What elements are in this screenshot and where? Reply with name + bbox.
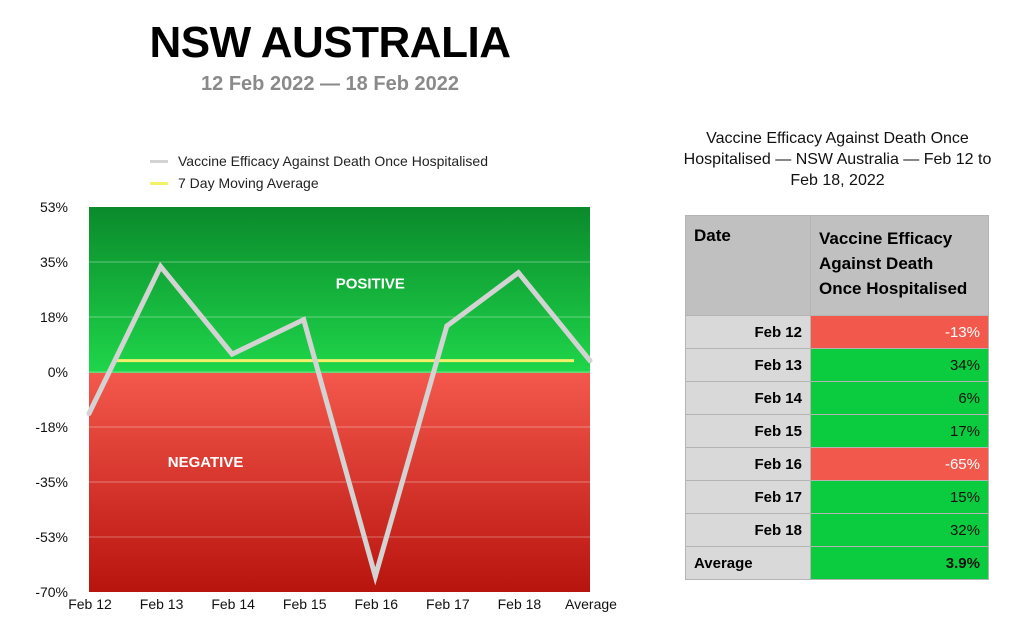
table-row: Feb 15 17% [685,414,989,448]
cell-efficacy: 34% [810,348,989,382]
legend-swatch-efficacy [150,159,168,163]
x-tick-label: Feb 17 [426,596,470,612]
efficacy-point [229,351,235,357]
x-tick-label: Feb 12 [68,596,112,612]
column-header-date: Date [685,215,811,316]
cell-date: Feb 12 [685,315,811,349]
y-tick-label: -35% [35,474,68,490]
efficacy-table: Date Vaccine Efficacy Against Death Once… [685,215,989,580]
cell-efficacy: 3.9% [810,546,989,580]
table-title: Vaccine Efficacy Against Death Once Hosp… [680,128,995,191]
y-tick-label: 53% [40,199,68,215]
efficacy-point [86,411,92,417]
table-row: Feb 17 15% [685,480,989,514]
cell-efficacy: 15% [810,480,989,514]
y-tick-label: -18% [35,419,68,435]
table-row-average: Average 3.9% [685,546,989,580]
efficacy-point [301,317,307,323]
x-tick-label: Feb 18 [498,596,542,612]
y-tick-label: 0% [48,364,68,380]
efficacy-series-line [86,261,592,586]
cell-date: Feb 13 [685,348,811,382]
cell-efficacy: 32% [810,513,989,547]
x-tick-label: Feb 13 [140,596,184,612]
table-title-text: Vaccine Efficacy Against Death Once Hosp… [683,130,992,189]
cell-date: Feb 17 [685,480,811,514]
x-tick-label: Feb 15 [283,596,327,612]
column-header-efficacy: Vaccine Efficacy Against Death Once Hosp… [810,215,989,316]
legend-label-moving-average: 7 Day Moving Average [178,175,319,191]
efficacy-line-chart: 53% 35% 18% 0% -18% -35% -53% -70%Feb 12 Feb 13 F… [35,199,617,612]
positive-label: POSITIVE [336,275,405,292]
table-row: Feb 18 32% [685,513,989,547]
table-row: Feb 16 -65% [685,447,989,481]
y-tick-label: 35% [40,254,68,270]
cell-efficacy: 17% [810,414,989,448]
legend-item-moving-average: 7 Day Moving Average [150,172,488,194]
table-header-row: Date Vaccine Efficacy Against Death Once… [685,215,989,316]
cell-date: Feb 15 [685,414,811,448]
efficacy-point [515,270,521,276]
page-title: NSW AUSTRALIA [149,18,511,67]
cell-date: Feb 14 [685,381,811,415]
negative-region [89,372,590,592]
legend-item-efficacy: Vaccine Efficacy Against Death Once Hosp… [150,150,488,172]
efficacy-point [158,263,164,269]
efficacy-point [372,573,378,579]
chart-legend: Vaccine Efficacy Against Death Once Hosp… [150,150,488,194]
efficacy-point [587,358,593,364]
cell-date: Feb 16 [685,447,811,481]
x-tick-label: Average [565,596,617,612]
y-tick-label: 18% [40,309,68,325]
table-row: Feb 12 -13% [685,315,989,349]
cell-efficacy: -65% [810,447,989,481]
negative-label: NEGATIVE [168,454,244,471]
y-tick-label: -53% [35,529,68,545]
legend-label-efficacy: Vaccine Efficacy Against Death Once Hosp… [178,153,488,169]
x-tick-label: Feb 14 [211,596,255,612]
cell-efficacy: -13% [810,315,989,349]
legend-swatch-moving-average [150,181,168,185]
efficacy-point [444,323,450,329]
cell-date: Feb 18 [685,513,811,547]
table-row: Feb 14 6% [685,381,989,415]
cell-date: Average [685,546,811,580]
date-range-subtitle: 12 Feb 2022 — 18 Feb 2022 [201,73,459,95]
positive-region [89,207,590,373]
table-row: Feb 13 34% [685,348,989,382]
cell-efficacy: 6% [810,381,989,415]
y-tick-label: -70% [35,584,68,600]
x-tick-label: Feb 16 [354,596,398,612]
